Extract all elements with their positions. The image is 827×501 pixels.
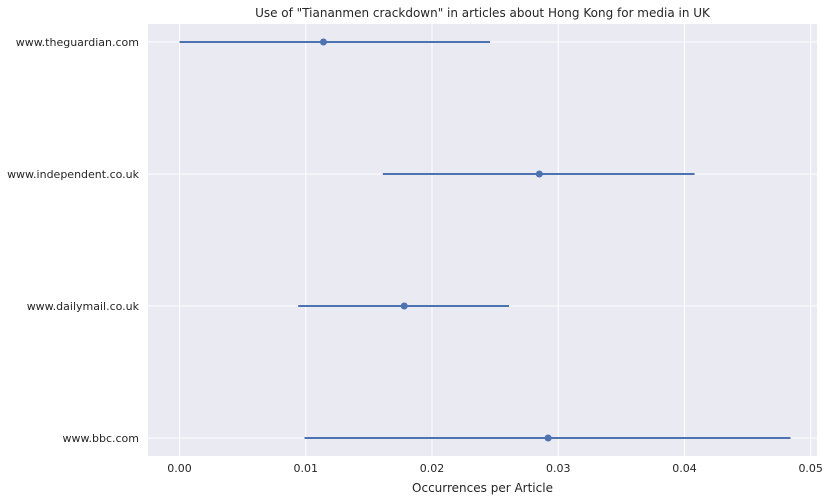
data-point — [535, 170, 543, 178]
y-tick-labels: www.theguardian.com www.independent.co.uk… — [7, 36, 140, 445]
data-point — [400, 302, 408, 310]
x-tick-label: 0.05 — [798, 462, 823, 475]
x-tick-label: 0.02 — [420, 462, 445, 475]
plot-area — [148, 24, 817, 456]
x-tick-label: 0.03 — [546, 462, 571, 475]
y-tick-label: www.independent.co.uk — [7, 168, 140, 181]
y-tick-label: www.theguardian.com — [16, 36, 139, 49]
y-tick-label: www.bbc.com — [63, 432, 139, 445]
x-tick-label: 0.04 — [672, 462, 697, 475]
x-axis-label: Occurrences per Article — [412, 481, 553, 495]
data-point — [544, 434, 552, 442]
x-tick-label: 0.01 — [294, 462, 319, 475]
x-tick-label: 0.00 — [167, 462, 192, 475]
chart-title: Use of "Tiananmen crackdown" in articles… — [255, 6, 711, 20]
data-point — [319, 38, 327, 46]
data-marks — [179, 38, 791, 442]
y-tick-label: www.dailymail.co.uk — [27, 300, 140, 313]
x-tick-labels: 0.00 0.01 0.02 0.03 0.04 0.05 — [167, 462, 823, 475]
